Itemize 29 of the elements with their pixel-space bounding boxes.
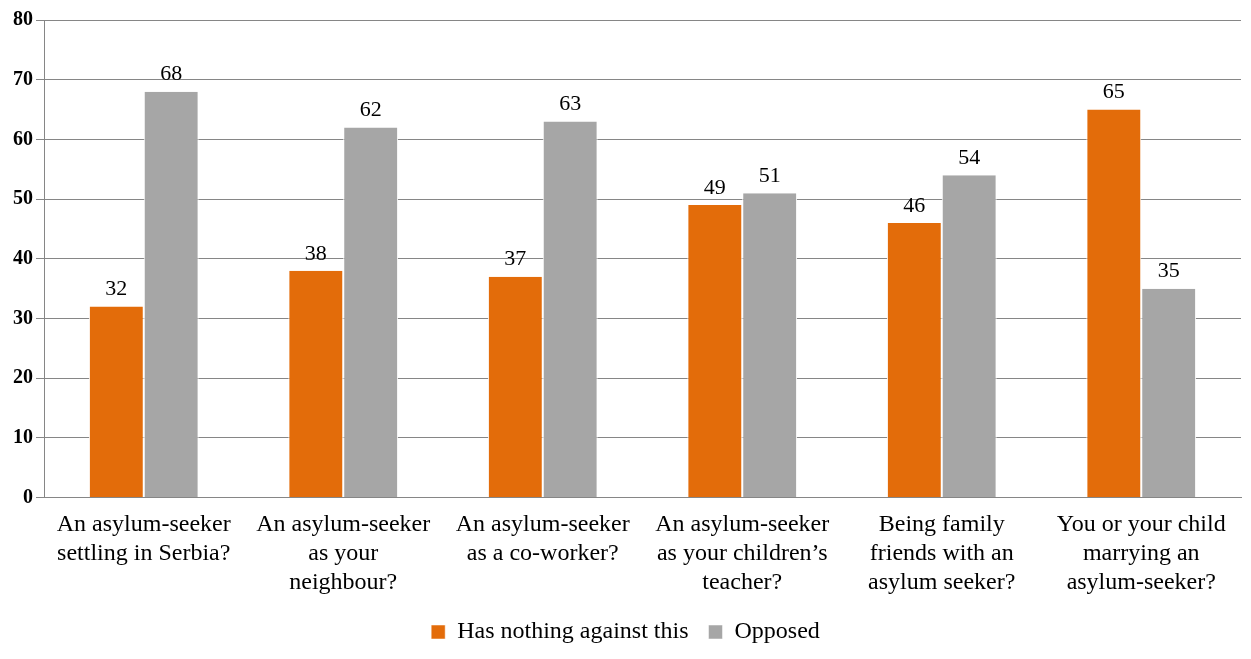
legend-label: Has nothing against this <box>457 617 689 644</box>
data-label: 51 <box>758 161 781 187</box>
y-tick-label: 60 <box>13 126 33 149</box>
y-tick-label: 70 <box>13 66 33 89</box>
data-label: 38 <box>304 239 327 265</box>
x-tick-label: An asylum-seeker as a co-worker? <box>455 510 630 566</box>
data-label: 62 <box>359 96 382 122</box>
data-label: 46 <box>903 191 926 217</box>
data-label: 35 <box>1157 257 1180 283</box>
data-label: 68 <box>160 60 183 86</box>
x-tick-label: An asylum-seeker as your children’s teacher? <box>655 510 830 594</box>
x-tick-label: You or your child marrying an asylum-seeker? <box>1056 510 1226 594</box>
y-tick-label: 80 <box>13 7 33 30</box>
legend-label: Opposed <box>734 617 820 644</box>
y-tick-label: 40 <box>13 245 33 268</box>
data-label: 32 <box>105 275 128 301</box>
data-label: 49 <box>703 173 726 199</box>
x-tick-label: An asylum-seeker as your neighbour? <box>256 510 431 594</box>
data-label: 63 <box>559 90 582 116</box>
y-tick-label: 0 <box>23 484 33 507</box>
y-tick-label: 20 <box>13 365 33 388</box>
x-tick-label: An asylum-seeker settling in Serbia? <box>56 510 231 566</box>
y-tick-label: 50 <box>13 186 33 209</box>
data-label: 65 <box>1102 78 1125 104</box>
data-label: 37 <box>504 245 527 271</box>
y-tick-label: 10 <box>13 425 33 448</box>
y-tick-label: 30 <box>13 305 33 328</box>
data-label: 54 <box>958 144 981 169</box>
x-tick-label: Being family friends with an asylum seeker? <box>868 510 1016 594</box>
